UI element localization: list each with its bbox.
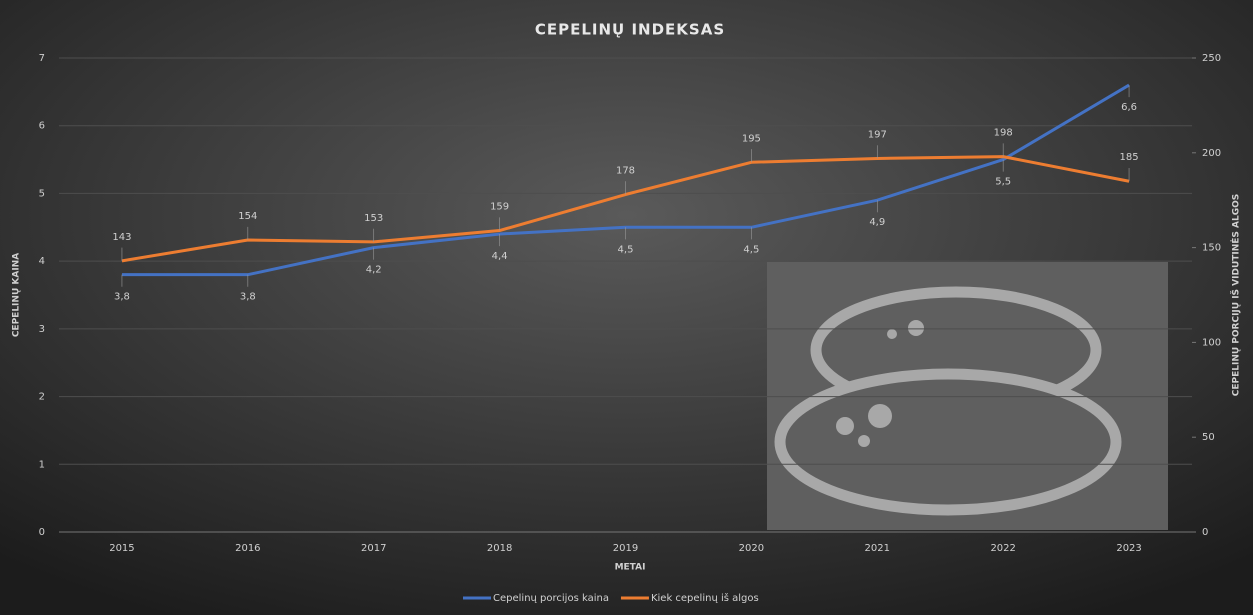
data-label: 195	[742, 133, 761, 144]
x-tick-label: 2016	[235, 543, 260, 554]
data-label: 185	[1120, 152, 1139, 163]
data-label: 198	[994, 128, 1013, 139]
y-tick-label: 2	[39, 392, 45, 403]
y-tick-label: 7	[39, 53, 45, 64]
x-tick-label: 2022	[990, 543, 1015, 554]
legend-label: Cepelinų porcijos kaina	[493, 593, 609, 604]
data-label: 178	[616, 166, 635, 177]
y-tick-label: 6	[39, 121, 45, 132]
y2-tick-label: 50	[1202, 432, 1215, 443]
x-tick-label: 2020	[739, 543, 764, 554]
y2-tick-label: 150	[1202, 243, 1221, 254]
y2-tick-label: 250	[1202, 53, 1221, 64]
data-label: 4,2	[366, 265, 382, 276]
y-tick-label: 4	[39, 256, 45, 267]
data-label: 5,5	[995, 177, 1011, 188]
data-label: 3,8	[114, 292, 130, 303]
data-label: 154	[238, 211, 257, 222]
data-label: 159	[490, 202, 509, 213]
y-tick-label: 3	[39, 324, 45, 335]
x-tick-label: 2023	[1116, 543, 1141, 554]
y2-tick-label: 0	[1202, 527, 1208, 538]
x-tick-label: 2021	[865, 543, 890, 554]
data-label: 6,6	[1121, 102, 1137, 113]
y-axis-title: CEPELINŲ KAINA	[12, 253, 22, 337]
data-label: 143	[112, 232, 131, 243]
data-label: 153	[364, 213, 383, 224]
data-label: 4,9	[869, 217, 885, 228]
legend-label: Kiek cepelinų iš algos	[651, 592, 759, 604]
decorative-image	[767, 262, 1168, 530]
data-label: 197	[868, 129, 887, 140]
y-tick-label: 0	[39, 527, 45, 538]
x-tick-label: 2017	[361, 543, 386, 554]
data-label: 4,4	[492, 251, 508, 262]
x-tick-label: 2019	[613, 543, 638, 554]
y2-tick-label: 200	[1202, 148, 1221, 159]
data-label: 4,5	[743, 244, 759, 255]
x-tick-label: 2018	[487, 543, 512, 554]
y2-axis-title: CEPELINŲ PORCIJŲ IŠ VIDUTINĖS ALGOS	[1230, 194, 1242, 397]
y2-tick-label: 100	[1202, 337, 1221, 348]
x-axis-title: METAI	[615, 563, 646, 573]
data-label: 4,5	[618, 244, 634, 255]
chart-title: CEPELINŲ INDEKSAS	[535, 21, 725, 39]
y-tick-label: 5	[39, 188, 45, 199]
y-tick-label: 1	[39, 459, 45, 470]
data-label: 3,8	[240, 292, 256, 303]
x-tick-label: 2015	[109, 543, 134, 554]
